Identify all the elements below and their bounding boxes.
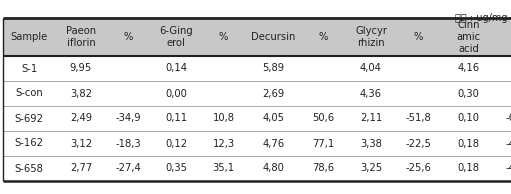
Text: 0,12: 0,12 <box>165 139 187 148</box>
Text: S-con: S-con <box>15 88 43 99</box>
Text: 3,25: 3,25 <box>360 164 382 173</box>
Text: 단위 : ug/mg: 단위 : ug/mg <box>454 13 507 23</box>
Text: 2,49: 2,49 <box>70 113 92 124</box>
Text: 4,04: 4,04 <box>360 63 382 74</box>
Text: 3,38: 3,38 <box>360 139 382 148</box>
Text: 10,8: 10,8 <box>213 113 235 124</box>
Text: 6-Ging
erol: 6-Ging erol <box>159 26 193 48</box>
Text: S-1: S-1 <box>21 63 37 74</box>
Text: 77,1: 77,1 <box>312 139 335 148</box>
Text: 4,80: 4,80 <box>263 164 285 173</box>
Text: 35,1: 35,1 <box>213 164 235 173</box>
Text: %: % <box>414 32 423 42</box>
Bar <box>3 106 511 131</box>
Text: %: % <box>124 32 133 42</box>
Text: %: % <box>319 32 328 42</box>
Text: -65,7: -65,7 <box>505 113 511 124</box>
Bar <box>3 81 511 106</box>
Text: 4,16: 4,16 <box>457 63 479 74</box>
Text: Glycyr
rhizin: Glycyr rhizin <box>355 26 387 48</box>
Text: Paeon
iflorin: Paeon iflorin <box>66 26 96 48</box>
Text: 3,12: 3,12 <box>70 139 92 148</box>
Text: S-658: S-658 <box>14 164 43 173</box>
Bar <box>3 56 511 81</box>
Text: 0,11: 0,11 <box>165 113 187 124</box>
Text: 0,35: 0,35 <box>165 164 187 173</box>
Bar <box>3 131 511 156</box>
Text: -22,5: -22,5 <box>406 139 431 148</box>
Text: 4,76: 4,76 <box>263 139 285 148</box>
Bar <box>3 156 511 181</box>
Text: 12,3: 12,3 <box>213 139 235 148</box>
Text: 0,30: 0,30 <box>457 88 479 99</box>
Text: %: % <box>219 32 228 42</box>
Text: Decursin: Decursin <box>251 32 296 42</box>
Text: S-692: S-692 <box>14 113 43 124</box>
Text: 5,89: 5,89 <box>263 63 285 74</box>
Text: 0,14: 0,14 <box>165 63 187 74</box>
Text: -25,6: -25,6 <box>406 164 431 173</box>
Text: 2,77: 2,77 <box>70 164 92 173</box>
Text: Sample: Sample <box>10 32 48 42</box>
Text: 0,10: 0,10 <box>457 113 479 124</box>
Text: 0,18: 0,18 <box>457 164 479 173</box>
Text: 0,00: 0,00 <box>165 88 187 99</box>
Text: S-162: S-162 <box>14 139 43 148</box>
Text: -40,0: -40,0 <box>506 164 511 173</box>
Text: 9,95: 9,95 <box>70 63 92 74</box>
Text: 4,36: 4,36 <box>360 88 382 99</box>
Bar <box>3 18 511 56</box>
Text: 3,82: 3,82 <box>70 88 92 99</box>
Text: 50,6: 50,6 <box>312 113 335 124</box>
Text: Cinn
amic
acid: Cinn amic acid <box>456 20 480 54</box>
Text: -40,0: -40,0 <box>506 139 511 148</box>
Text: 0,18: 0,18 <box>457 139 479 148</box>
Text: 2,11: 2,11 <box>360 113 382 124</box>
Text: -34,9: -34,9 <box>115 113 142 124</box>
Text: -51,8: -51,8 <box>406 113 431 124</box>
Text: -18,3: -18,3 <box>115 139 142 148</box>
Text: -27,4: -27,4 <box>115 164 142 173</box>
Text: 4,05: 4,05 <box>263 113 285 124</box>
Text: 78,6: 78,6 <box>312 164 335 173</box>
Text: 2,69: 2,69 <box>262 88 285 99</box>
